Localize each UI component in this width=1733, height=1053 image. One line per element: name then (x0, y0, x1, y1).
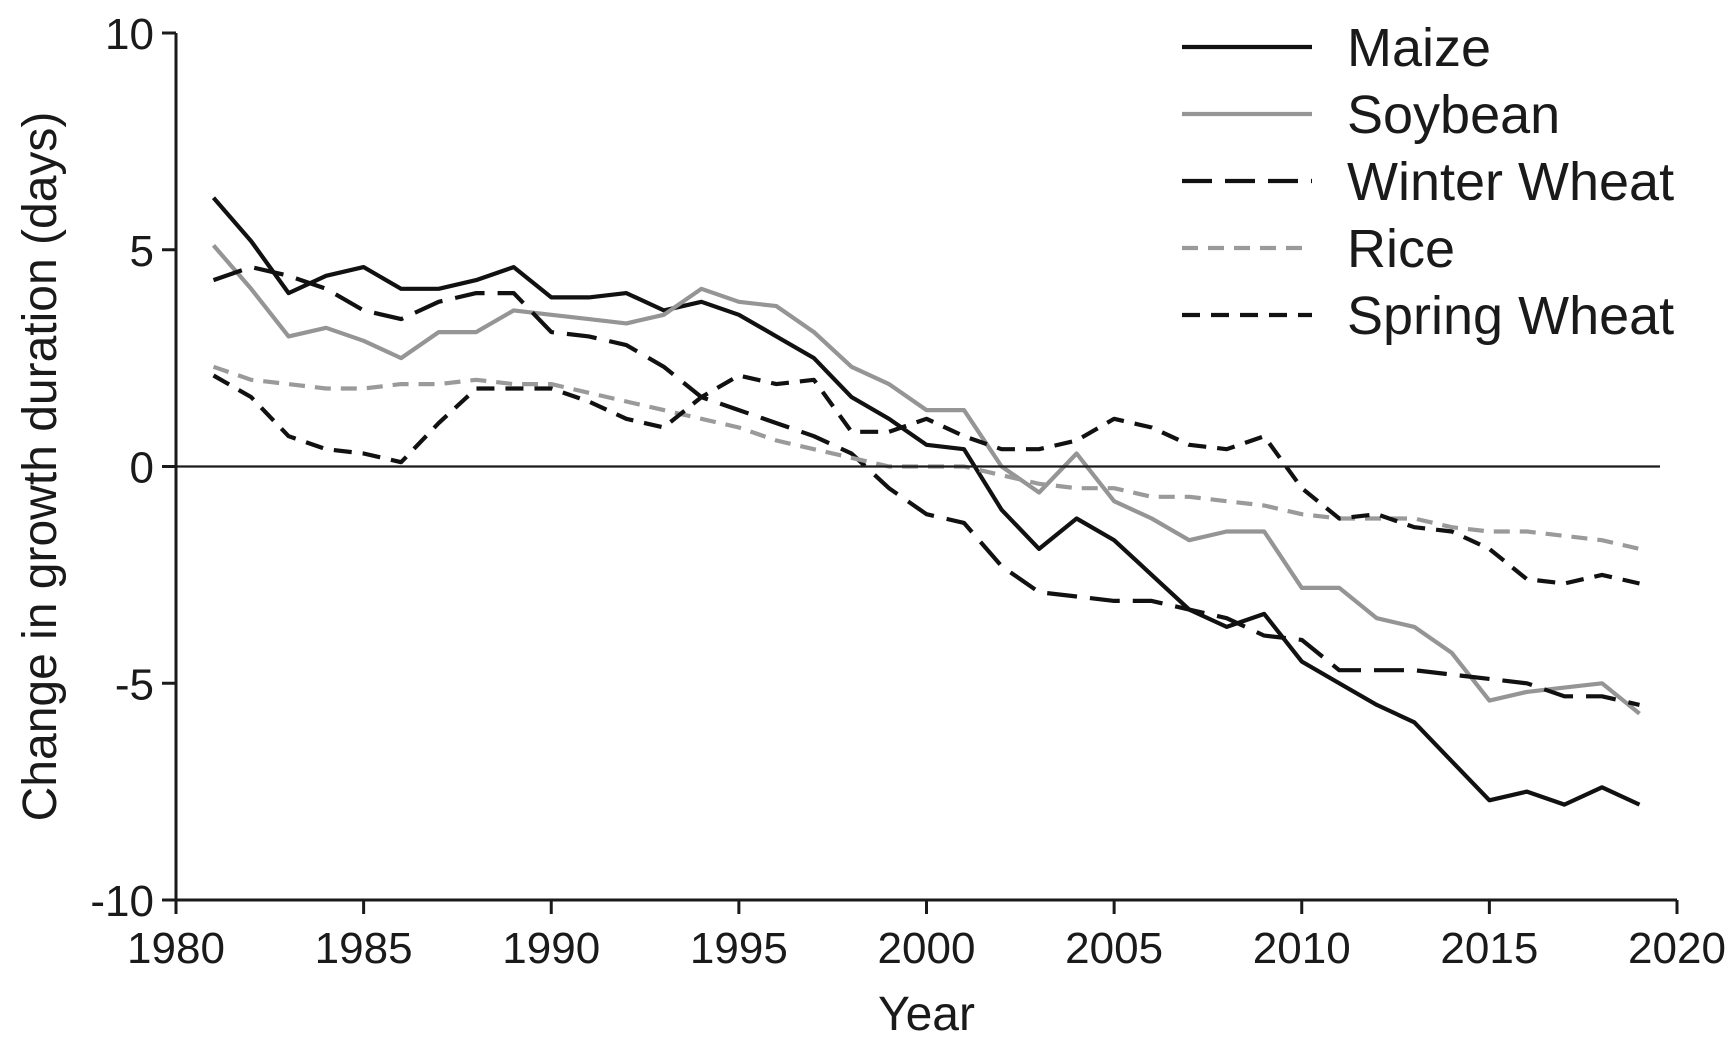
series-line-soybean (211, 244, 1641, 716)
x-tick-label: 1985 (315, 924, 413, 973)
x-ticks: 1980 1985 1990 1995 2000 2005 2010 2015 2020 (127, 900, 1726, 973)
x-tick-label: 2015 (1440, 924, 1538, 973)
x-tick-label: 1995 (690, 924, 788, 973)
legend-label-rice: Rice (1347, 219, 1455, 279)
series-line-winter-wheat (212, 265, 1640, 707)
y-tick-label: -10 (90, 877, 154, 926)
y-tick-label: -5 (115, 660, 154, 709)
legend: Maize Soybean Winter Wheat Rice Spring Wheat (1182, 18, 1674, 346)
x-tick-label: 2020 (1628, 924, 1726, 973)
y-tick-label: 0 (130, 444, 154, 493)
legend-label-soybean: Soybean (1347, 85, 1560, 145)
series-line-spring-wheat (212, 373, 1640, 586)
x-tick-label: 2005 (1065, 924, 1163, 973)
legend-label-winter-wheat: Winter Wheat (1347, 152, 1674, 212)
x-tick-label: 1990 (502, 924, 600, 973)
y-tick-label: 5 (130, 227, 154, 276)
y-axis-title: Change in growth duration (days) (14, 112, 67, 822)
y-ticks: -10 -5 0 5 10 (90, 10, 176, 926)
x-tick-label: 2000 (878, 924, 976, 973)
legend-label-spring-wheat: Spring Wheat (1347, 286, 1674, 346)
plot-lines (211, 196, 1641, 807)
series-line-rice (212, 364, 1640, 551)
x-tick-label: 2010 (1253, 924, 1351, 973)
legend-label-maize: Maize (1347, 18, 1491, 78)
x-tick-label: 1980 (127, 924, 225, 973)
x-axis-title: Year (878, 988, 975, 1041)
y-tick-label: 10 (105, 10, 154, 59)
series-line-maize (211, 196, 1641, 807)
